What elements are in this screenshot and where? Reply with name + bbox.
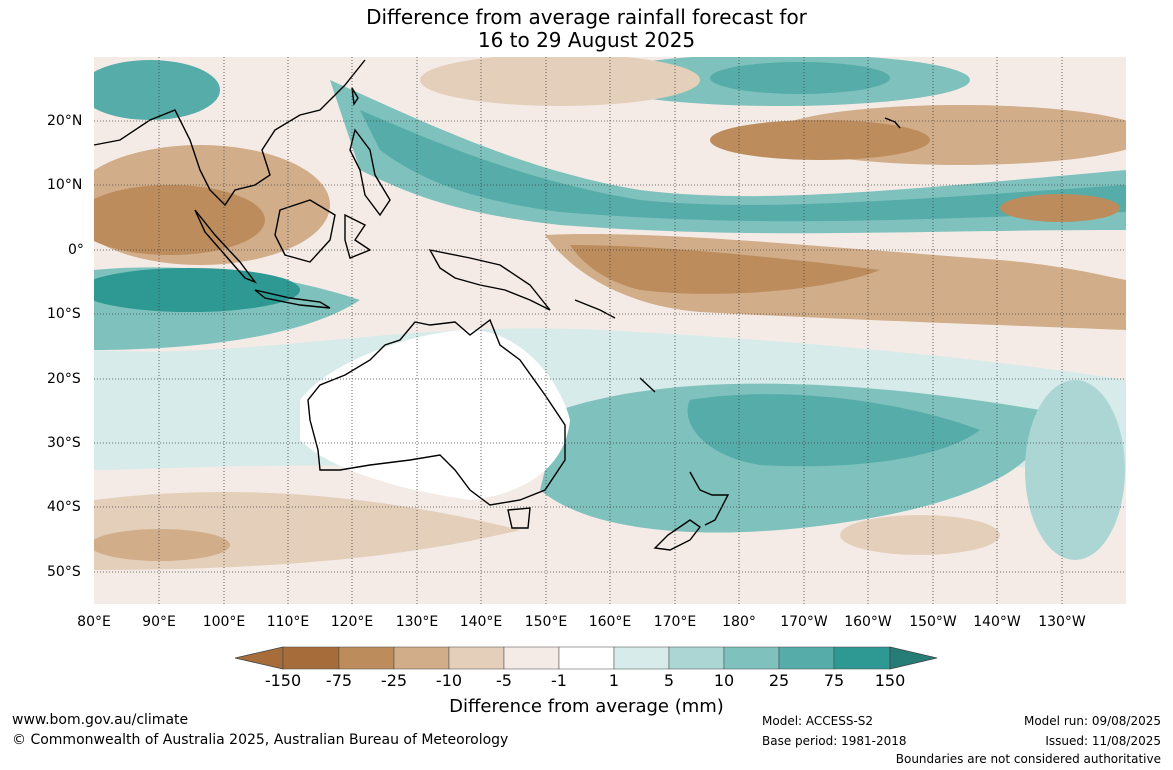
- coastlines: [93, 59, 901, 551]
- lon-label: 140°E: [459, 614, 503, 630]
- lat-label: 20°S: [47, 371, 81, 387]
- lon-label: 150°W: [909, 614, 957, 630]
- copyright-text: © Commonwealth of Australia 2025, Austra…: [12, 732, 509, 748]
- lon-label: 130°E: [395, 614, 439, 630]
- colorbar-swatch: [558, 646, 615, 670]
- patch-south-dry-core: [94, 529, 230, 561]
- colorbar-swatch: [448, 646, 505, 670]
- band-tasman-wet-core: [687, 394, 980, 467]
- coast-mainland-asia: [93, 59, 366, 207]
- coast-new-zealand-north: [689, 471, 730, 526]
- lon-label: 140°W: [973, 614, 1021, 630]
- colorbar-label: 25: [768, 671, 790, 690]
- colorbar-swatch: [338, 646, 395, 670]
- patch-se-wet: [1025, 380, 1125, 560]
- coast-hawaii: [884, 117, 901, 129]
- model-run-text: Model run: 09/08/2025: [1023, 714, 1161, 728]
- colorbar-label: -1: [551, 671, 567, 690]
- colorbar-swatch: [613, 646, 670, 670]
- colorbar-arrow-right: [889, 646, 938, 670]
- lat-label: 40°S: [47, 499, 81, 515]
- coast-australia: [307, 318, 566, 506]
- band-nw-dry: [420, 57, 700, 106]
- band-pacific-dry-core: [570, 245, 880, 294]
- chart-title-line1: Difference from average rainfall forecas…: [366, 5, 807, 29]
- colorbar-label: 75: [823, 671, 845, 690]
- coast-taiwan: [351, 87, 359, 106]
- lon-label: 150°E: [524, 614, 568, 630]
- colorbar-swatch: [778, 646, 835, 670]
- patch-south-dry-east: [840, 515, 1000, 555]
- colorbar-label: -5: [496, 671, 512, 690]
- lat-label: 30°S: [47, 435, 81, 451]
- patch-nw-wet: [94, 60, 220, 120]
- lon-label: 80°E: [77, 614, 111, 630]
- colorbar: [234, 646, 938, 670]
- base-period-text: Base period: 1981-2018: [762, 734, 907, 748]
- lon-label: 100°E: [202, 614, 246, 630]
- colorbar-title: Difference from average (mm): [449, 696, 724, 717]
- coast-tasmania: [507, 507, 531, 529]
- rainfall-field: [94, 57, 1126, 604]
- lon-label: 180°: [722, 614, 756, 630]
- coast-new-guinea: [428, 249, 551, 311]
- band-north-dry-core: [710, 120, 930, 160]
- colorbar-label: 1: [608, 671, 620, 690]
- colorbar-swatch: [393, 646, 450, 670]
- colorbar-arrow-left: [234, 646, 284, 670]
- colorbar-label: 5: [663, 671, 675, 690]
- lat-label: 0°: [68, 242, 84, 258]
- colorbar-swatch: [503, 646, 560, 670]
- model-text: Model: ACCESS-S2: [762, 714, 874, 728]
- colorbar-label: 150: [874, 671, 906, 690]
- coast-java: [254, 289, 331, 309]
- chart-title-line2: 16 to 29 August 2025: [477, 28, 696, 52]
- lon-label: 120°E: [330, 614, 374, 630]
- issued-text: Issued: 11/08/2025: [1045, 734, 1161, 748]
- colorbar-label: -150: [264, 671, 302, 690]
- lat-label: 50°S: [47, 564, 81, 580]
- lat-label: 20°N: [47, 113, 83, 129]
- colorbar-swatch: [723, 646, 780, 670]
- coast-sumatra: [194, 209, 258, 284]
- colorbar-label: -25: [380, 671, 408, 690]
- website-link[interactable]: www.bom.gov.au/climate: [12, 712, 189, 728]
- band-itcz-wet-core: [360, 110, 1126, 222]
- patch-dry-east: [1000, 194, 1120, 222]
- lon-label: 90°E: [142, 614, 176, 630]
- coast-new-zealand-south: [653, 519, 702, 551]
- band-south-edge: [94, 570, 1126, 604]
- lon-label: 160°E: [588, 614, 632, 630]
- coast-new-caledonia: [639, 377, 656, 393]
- band-ne-wet-core: [710, 62, 890, 94]
- coast-borneo: [274, 199, 336, 263]
- band-indian-dry-core: [94, 185, 265, 255]
- coast-philippines: [349, 128, 391, 217]
- colorbar-label: -75: [325, 671, 353, 690]
- colorbar-swatch: [282, 646, 340, 670]
- lon-label: 160°W: [844, 614, 892, 630]
- patch-australia-neutral: [300, 330, 570, 500]
- band-indian-wet-core: [94, 268, 300, 312]
- lat-label: 10°S: [47, 306, 81, 322]
- colorbar-swatch: [668, 646, 725, 670]
- lon-label: 130°W: [1038, 614, 1086, 630]
- disclaimer-text: Boundaries are not considered authoritat…: [895, 752, 1161, 766]
- colorbar-label: 10: [713, 671, 735, 690]
- colorbar-label: -10: [435, 671, 463, 690]
- lat-label: 10°N: [47, 177, 83, 193]
- graticule: [94, 57, 1126, 604]
- colorbar-swatch: [833, 646, 891, 670]
- lon-label: 170°E: [653, 614, 697, 630]
- lon-label: 170°W: [780, 614, 828, 630]
- lon-label: 110°E: [266, 614, 310, 630]
